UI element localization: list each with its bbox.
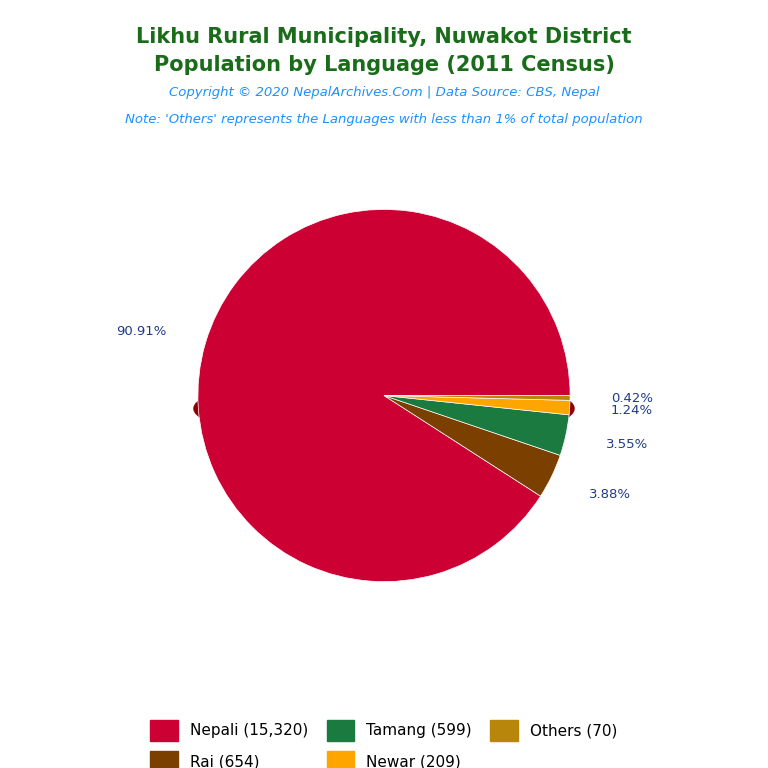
Text: Population by Language (2011 Census): Population by Language (2011 Census) [154, 55, 614, 75]
Legend: Nepali (15,320), Rai (654), Tamang (599), Newar (209), Others (70): Nepali (15,320), Rai (654), Tamang (599)… [143, 712, 625, 768]
Text: 1.24%: 1.24% [611, 404, 653, 417]
Wedge shape [384, 396, 570, 415]
Text: Note: 'Others' represents the Languages with less than 1% of total population: Note: 'Others' represents the Languages … [125, 113, 643, 126]
Wedge shape [384, 396, 560, 496]
Text: 3.55%: 3.55% [606, 438, 648, 451]
Text: Copyright © 2020 NepalArchives.Com | Data Source: CBS, Nepal: Copyright © 2020 NepalArchives.Com | Dat… [169, 86, 599, 99]
Text: 90.91%: 90.91% [116, 325, 166, 338]
Text: 0.42%: 0.42% [611, 392, 653, 405]
Wedge shape [198, 210, 570, 581]
Text: Likhu Rural Municipality, Nuwakot District: Likhu Rural Municipality, Nuwakot Distri… [136, 27, 632, 47]
Wedge shape [384, 396, 570, 400]
Ellipse shape [194, 373, 574, 444]
Wedge shape [384, 396, 569, 455]
Text: 3.88%: 3.88% [588, 488, 631, 501]
